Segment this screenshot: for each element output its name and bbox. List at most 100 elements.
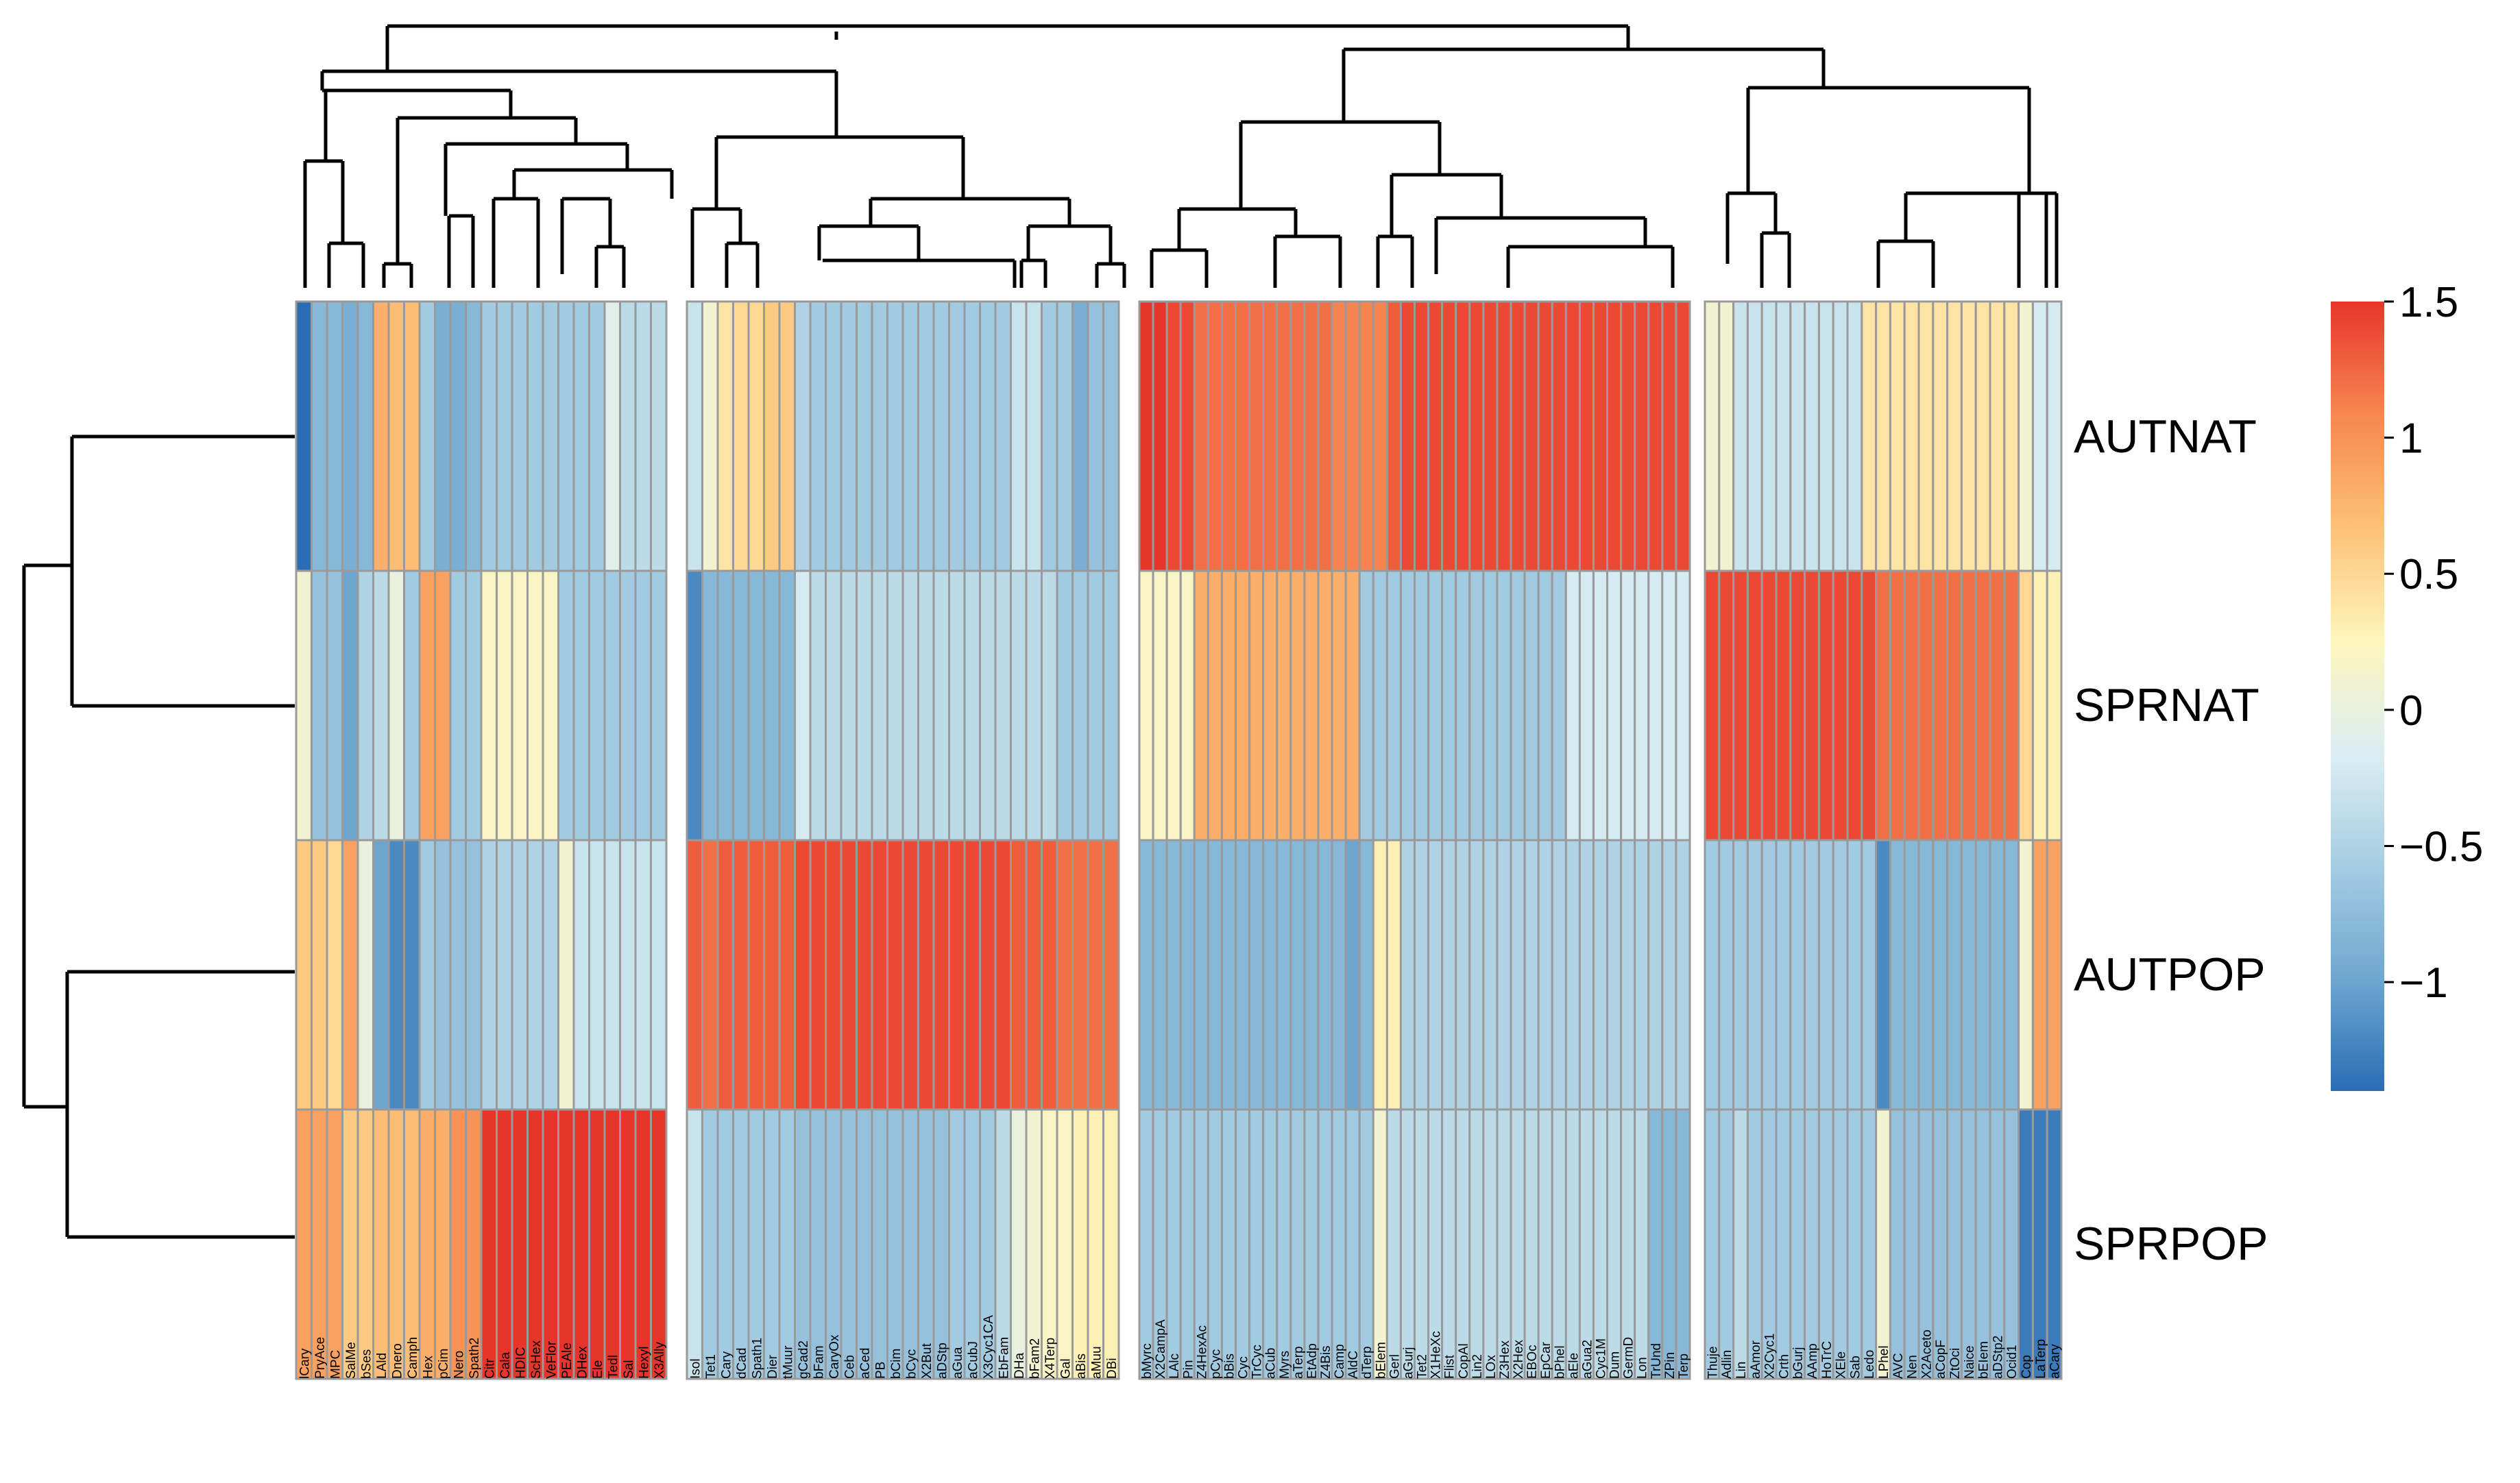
heatmap-cell [871, 569, 888, 842]
heatmap-cell [1760, 569, 1778, 842]
column-label: Hexyl [637, 1346, 651, 1379]
heatmap-cell [1732, 569, 1749, 842]
heatmap-cell [1276, 569, 1292, 842]
heatmap-cell [1235, 839, 1251, 1111]
column-label: Camph [406, 1337, 420, 1379]
heatmap-cell [1102, 569, 1120, 842]
legend-tick-label: 1 [2399, 415, 2423, 463]
column-label: X1HeXc [1429, 1331, 1444, 1379]
heatmap-cell [1960, 569, 1977, 842]
column-label: bCim [889, 1349, 904, 1379]
heatmap-cell [1861, 569, 1878, 842]
heatmap-cell [1832, 300, 1849, 572]
column-label: Gal [1058, 1358, 1073, 1379]
heatmap-cell [1537, 569, 1553, 842]
heatmap-cell [1634, 569, 1650, 842]
heatmap-cell [901, 839, 919, 1111]
heatmap-cell [1875, 1108, 1891, 1380]
heatmap-cell [511, 839, 529, 1111]
heatmap-cell [1732, 300, 1749, 572]
heatmap-cell [1960, 1108, 1977, 1380]
heatmap-cell [1427, 569, 1444, 842]
heatmap-cell [1482, 1108, 1499, 1380]
heatmap-cell [1661, 839, 1677, 1111]
heatmap-cell [1760, 839, 1778, 1111]
heatmap-cell [1276, 839, 1292, 1111]
column-label: dCad [735, 1348, 749, 1379]
heatmap-cell [2018, 839, 2034, 1111]
heatmap-cell [932, 300, 950, 572]
column-label: lCary [298, 1348, 312, 1379]
column-label: aGua [951, 1347, 965, 1379]
heatmap-cell [1071, 1108, 1089, 1380]
heatmap-cell [1010, 300, 1028, 572]
heatmap-cell [449, 569, 467, 842]
heatmap-cell [1675, 1108, 1691, 1380]
heatmap-cell [603, 1108, 621, 1380]
heatmap-cell [2003, 1108, 2020, 1380]
heatmap-cell [1634, 300, 1650, 572]
heatmap-cell [1903, 839, 1920, 1111]
heatmap-cell [526, 569, 544, 842]
heatmap-cell [1804, 300, 1820, 572]
heatmap-cell [1152, 569, 1168, 842]
heatmap-cell [1468, 839, 1485, 1111]
heatmap-cell [572, 1108, 590, 1380]
heatmap-cell [1087, 300, 1104, 572]
heatmap-cell [886, 1108, 904, 1380]
column-label: Dnero [390, 1343, 404, 1379]
row-label-autpop: AUTPOP [2074, 948, 2266, 1001]
heatmap-cell [809, 839, 827, 1111]
column-label: aCary [2048, 1344, 2063, 1379]
column-label: aCubJ [966, 1341, 980, 1379]
column-label: AAmp [1806, 1343, 1820, 1379]
heatmap-cell [526, 300, 544, 572]
heatmap-cell [1165, 839, 1182, 1111]
heatmap-cell [1399, 839, 1416, 1111]
legend-tick-label: 0.5 [2399, 551, 2458, 598]
heatmap-cell [650, 1108, 668, 1380]
column-label: LPhel [1877, 1345, 1891, 1379]
heatmap-cell [932, 839, 950, 1111]
heatmap-cell [732, 1108, 750, 1380]
heatmap-cell [387, 1108, 405, 1380]
column-label: X4Terp [1043, 1338, 1058, 1379]
heatmap-cell [1861, 1108, 1878, 1380]
column-label: Nero [452, 1351, 466, 1379]
heatmap-cell [326, 300, 343, 572]
heatmap-cell [1385, 1108, 1402, 1380]
column-label: Terp [1677, 1353, 1691, 1379]
heatmap-cell [825, 839, 843, 1111]
column-label: Cala [498, 1351, 513, 1379]
heatmap-cell [1235, 1108, 1251, 1380]
column-label: Cary [719, 1351, 734, 1379]
heatmap-cell [809, 1108, 827, 1380]
heatmap-cell [1025, 839, 1043, 1111]
heatmap-cell [1647, 569, 1664, 842]
heatmap-cell [932, 1108, 950, 1380]
column-label: Citr [483, 1358, 497, 1379]
column-label: ZPin [1663, 1352, 1677, 1379]
heatmap-cell [856, 569, 873, 842]
heatmap-cell [1537, 839, 1553, 1111]
column-label: aCopF [1934, 1340, 1948, 1379]
column-label: bMyrc [1140, 1343, 1154, 1379]
heatmap-cell [1832, 839, 1849, 1111]
heatmap-cell [963, 1108, 981, 1380]
heatmap-cell [1220, 300, 1237, 572]
column-label: bFam2 [1028, 1338, 1042, 1379]
column-label: Thuje [1706, 1346, 1720, 1379]
column-label: aBis [1074, 1353, 1089, 1379]
heatmap-cell [1592, 300, 1609, 572]
column-label: Pin [1181, 1360, 1196, 1379]
column-label: Cop [2020, 1355, 2034, 1379]
heatmap-cell [480, 300, 498, 572]
heatmap-cell [1179, 839, 1196, 1111]
heatmap-cell [1760, 300, 1778, 572]
heatmap-cell [557, 300, 575, 572]
heatmap-cell [686, 300, 703, 572]
heatmap-cell [2003, 839, 2020, 1111]
heatmap-cell [1248, 1108, 1265, 1380]
column-label: aDStp [935, 1343, 949, 1379]
heatmap-cell [326, 1108, 343, 1380]
